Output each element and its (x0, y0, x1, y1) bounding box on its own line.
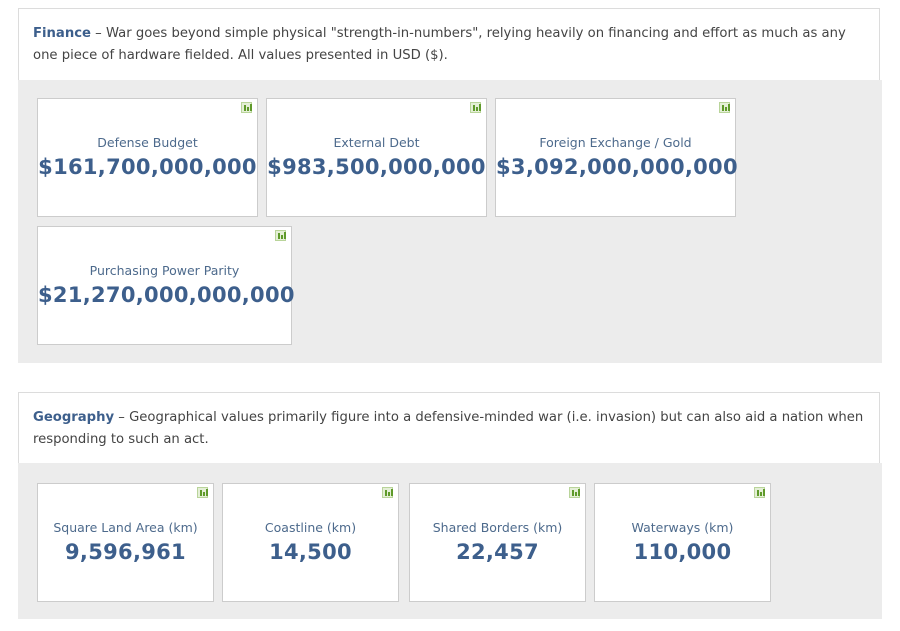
bar-chart-icon[interactable] (197, 487, 208, 498)
geography-header: Geography – Geographical values primaril… (18, 392, 880, 464)
stat-label: Square Land Area (km) (53, 520, 198, 535)
stat-value: 110,000 (633, 540, 732, 564)
stat-label: Defense Budget (97, 135, 198, 150)
bar-chart-icon[interactable] (754, 487, 765, 498)
section-title: Finance (33, 26, 91, 41)
bar-chart-icon[interactable] (241, 102, 252, 113)
bar-chart-icon[interactable] (719, 102, 730, 113)
stat-label: Waterways (km) (631, 520, 734, 535)
stat-value: 14,500 (269, 540, 352, 564)
stat-label: Shared Borders (km) (432, 520, 563, 535)
bar-chart-icon[interactable] (382, 487, 393, 498)
stat-label: Purchasing Power Parity (89, 263, 240, 278)
stat-card: Square Land Area (km) 9,596,961 (37, 483, 214, 602)
stat-value: $161,700,000,000 (38, 155, 257, 179)
stat-card: Defense Budget $161,700,000,000 (37, 98, 258, 217)
stat-value: $983,500,000,000 (267, 155, 486, 179)
bar-chart-icon[interactable] (470, 102, 481, 113)
stat-card: Waterways (km) 110,000 (594, 483, 771, 602)
stat-value: $3,092,000,000,000 (496, 155, 738, 179)
stat-card: External Debt $983,500,000,000 (266, 98, 487, 217)
section-description: – Geographical values primarily figure i… (33, 410, 864, 447)
stat-card: Coastline (km) 14,500 (222, 483, 399, 602)
stat-card: Foreign Exchange / Gold $3,092,000,000,0… (495, 98, 738, 217)
bar-chart-icon[interactable] (569, 487, 580, 498)
stat-label: Coastline (km) (264, 520, 357, 535)
stat-value: 9,596,961 (65, 540, 186, 564)
stat-card: Purchasing Power Parity $21,270,000,000,… (37, 226, 295, 345)
stat-value: 22,457 (456, 540, 539, 564)
section-title: Geography (33, 410, 115, 425)
stat-card: Shared Borders (km) 22,457 (409, 483, 586, 602)
bar-chart-icon[interactable] (275, 230, 286, 241)
stat-value: $21,270,000,000,000 (38, 283, 295, 307)
stat-label: Foreign Exchange / Gold (539, 135, 692, 150)
finance-header: Finance – War goes beyond simple physica… (18, 8, 880, 81)
stat-label: External Debt (333, 135, 420, 150)
section-description: – War goes beyond simple physical "stren… (33, 26, 846, 63)
